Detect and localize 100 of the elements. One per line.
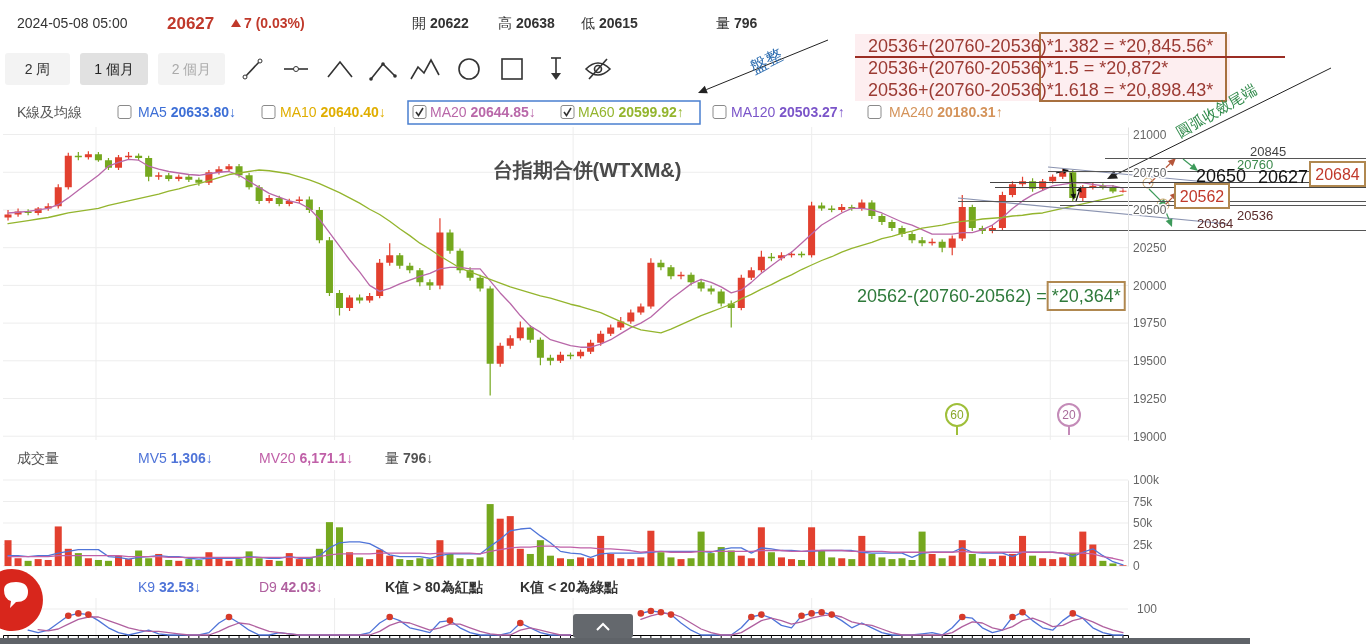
y-tick-label: 75k (1133, 494, 1154, 509)
y-tick-label: 20000 (1133, 278, 1167, 293)
text: 7 (0.03%) (244, 15, 305, 31)
point (818, 608, 825, 616)
bar (958, 540, 966, 566)
bar (1079, 531, 1087, 566)
text: 20627 (167, 13, 215, 33)
y-tick-label: 100k (1133, 473, 1161, 488)
bar (325, 522, 333, 566)
ref-line-label: 20364 (1197, 215, 1234, 230)
y-tick-label: 0 (1133, 559, 1140, 574)
text: MV20 6,171.1↓ (259, 450, 354, 466)
bar (516, 548, 524, 566)
bar (546, 555, 554, 566)
text: 100 (1137, 602, 1158, 616)
y-tick-label: 20250 (1133, 241, 1167, 256)
candlestick (878, 213, 886, 226)
bar (978, 558, 986, 566)
annotation: 20562-(20760-20562) = *20,364* (857, 286, 1121, 306)
text: 20684 (1315, 165, 1360, 183)
annotation: 20 (1062, 408, 1076, 422)
point (758, 611, 765, 618)
candlestick (908, 231, 916, 244)
bar (1109, 563, 1117, 566)
point (225, 613, 233, 621)
point (1019, 608, 1026, 616)
line-series (7, 545, 1124, 562)
bar (798, 559, 806, 566)
bar (888, 559, 896, 566)
point (748, 613, 755, 621)
bar (426, 559, 434, 566)
text: 20562 (1179, 187, 1225, 205)
bar (1029, 555, 1037, 566)
bar (145, 558, 153, 566)
bar (988, 559, 996, 566)
bar (476, 557, 484, 566)
candlestick (828, 205, 836, 213)
bar (526, 553, 534, 566)
y-tick-label: 20500 (1133, 203, 1167, 218)
candlestick (446, 229, 454, 254)
text: 2 個月 (171, 61, 212, 77)
bar (14, 558, 22, 566)
bar (366, 559, 374, 566)
bar (456, 558, 464, 566)
bar (737, 555, 745, 566)
bar (878, 557, 886, 566)
ref-line-label: 20760 (1237, 156, 1274, 171)
bar (587, 558, 595, 566)
bar (275, 560, 283, 566)
text: 開 20622 (412, 15, 470, 31)
bar (335, 527, 344, 566)
chart-title: 成交量 (17, 450, 59, 466)
ref-line-label: 20536 (1237, 207, 1274, 222)
bar (697, 531, 705, 566)
bar (165, 559, 173, 566)
bar (767, 552, 775, 566)
y-tick-label: 19500 (1133, 354, 1167, 369)
text: MA60 20599.92↑ (578, 104, 684, 120)
text: 量 796 (716, 15, 758, 31)
text: 台指期合併(WTXM&) (492, 159, 682, 181)
candlestick (506, 335, 514, 349)
y-tick-label: 25k (1133, 537, 1154, 552)
candlestick (677, 271, 685, 280)
bar (125, 559, 133, 566)
bar (396, 559, 404, 566)
bar (948, 555, 956, 566)
y-tick-label: 50k (1133, 516, 1154, 531)
bar (677, 559, 685, 566)
bar (808, 527, 816, 566)
bar (597, 535, 605, 566)
bar (225, 560, 233, 566)
bar (637, 557, 645, 566)
bar (386, 555, 394, 566)
bar (44, 559, 52, 566)
candlestick (1119, 189, 1127, 193)
candlestick (225, 163, 233, 172)
bar (416, 558, 424, 566)
point (85, 611, 92, 618)
text: 量 796↓ (385, 450, 434, 466)
point (1069, 610, 1077, 617)
bar (84, 558, 92, 566)
bar (1049, 559, 1057, 566)
candlestick (888, 219, 896, 232)
bar (687, 558, 695, 566)
bar (647, 530, 655, 566)
text: 2 周 (24, 61, 51, 77)
candlestick (295, 196, 303, 204)
bar (1059, 557, 1067, 566)
bar (496, 518, 504, 566)
bar (54, 526, 62, 566)
bar (627, 559, 635, 566)
bar (567, 559, 575, 566)
y-tick-label: 21000 (1133, 127, 1167, 142)
bar (968, 553, 976, 566)
text: MA240 20180.31↑ (889, 104, 1003, 120)
bar (777, 557, 785, 566)
candlestick (747, 267, 755, 281)
point (75, 610, 82, 617)
y-tick-label: 19250 (1133, 391, 1167, 406)
bar (34, 559, 42, 566)
